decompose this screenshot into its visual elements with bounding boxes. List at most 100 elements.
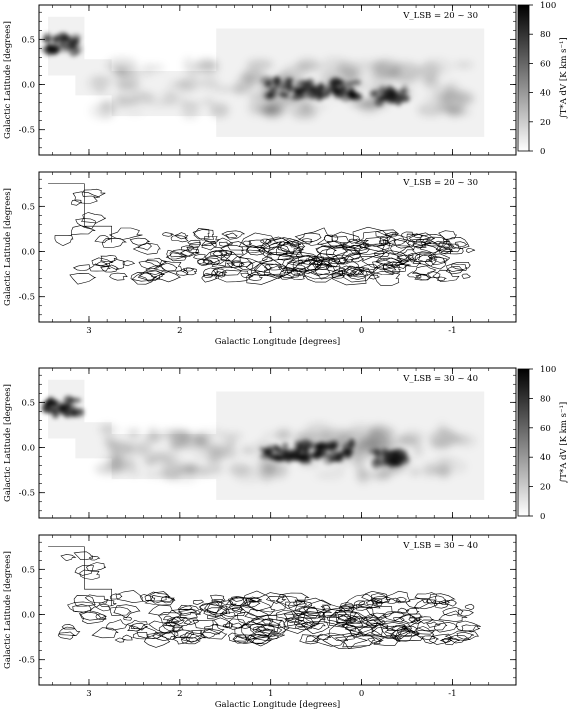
contour <box>348 266 373 278</box>
contour <box>295 251 318 263</box>
colorbar-tick-label: 40 <box>540 453 551 463</box>
coverage-edge <box>48 546 112 606</box>
contour-lines <box>48 546 481 650</box>
contour <box>395 630 425 642</box>
contour <box>254 263 296 277</box>
contour <box>94 235 111 243</box>
contour <box>415 274 432 281</box>
x-tick-label: 2 <box>177 689 182 699</box>
contour <box>220 252 241 262</box>
contour <box>440 248 454 255</box>
contour <box>193 253 206 260</box>
contour <box>342 633 376 648</box>
contour <box>115 590 143 604</box>
contour <box>181 267 197 276</box>
contour <box>152 271 182 283</box>
contour <box>95 603 111 612</box>
contour <box>171 627 184 633</box>
contour <box>316 245 349 259</box>
contour <box>85 562 107 572</box>
contour <box>419 616 435 624</box>
contour <box>178 605 203 615</box>
plot-area <box>41 379 485 500</box>
contour <box>145 257 167 267</box>
plot-area <box>48 546 481 650</box>
contour <box>217 269 253 283</box>
contour <box>95 261 108 266</box>
contour <box>105 619 128 631</box>
contour <box>72 264 92 271</box>
contour <box>163 615 176 622</box>
contour <box>298 605 332 619</box>
contour <box>457 609 474 617</box>
contour <box>228 597 248 606</box>
colorbar-tick-label: 0 <box>540 512 545 522</box>
contour <box>306 258 345 276</box>
contour <box>113 604 141 619</box>
contour <box>322 609 356 627</box>
x-tick-label: 2 <box>177 326 182 336</box>
contour <box>362 614 386 629</box>
contour <box>264 263 282 271</box>
contour <box>185 632 207 643</box>
y-tick-label: 0.5 <box>21 35 35 45</box>
contour <box>292 259 323 271</box>
contour <box>69 272 97 285</box>
contour <box>261 618 274 625</box>
contour <box>358 599 375 608</box>
contour <box>275 595 305 609</box>
panel-4: 0.5 0.0 -0.5 3 2 1 0 -1 V_LSB = 30 ~ 40 Galactic … <box>3 534 517 710</box>
contour <box>75 218 97 230</box>
contour <box>396 254 407 260</box>
colorbar-tick-label: 100 <box>540 1 556 11</box>
contour <box>180 245 195 251</box>
x-tick-label: 1 <box>268 689 273 699</box>
colorbar-tick-label: 100 <box>540 365 556 375</box>
contour <box>268 634 279 640</box>
y-axis-label: Galactic Latitude [degrees] <box>3 384 13 502</box>
contour <box>95 613 107 621</box>
contour <box>203 267 219 277</box>
contour <box>406 233 431 243</box>
contour <box>231 607 245 613</box>
contour <box>365 618 383 626</box>
contour <box>79 611 106 625</box>
contour <box>322 633 368 649</box>
contour <box>417 254 433 262</box>
contour <box>334 632 382 650</box>
contour <box>258 237 301 256</box>
contour <box>331 273 346 279</box>
contour <box>461 273 471 279</box>
contour <box>138 270 163 282</box>
contour <box>67 601 97 613</box>
contour <box>143 634 171 648</box>
velocity-annotation: V_LSB = 20 ~ 30 <box>402 11 478 21</box>
contour <box>162 621 184 632</box>
contour <box>327 257 347 265</box>
contour <box>177 604 193 611</box>
contour <box>70 225 96 236</box>
contour <box>89 263 111 272</box>
contour <box>445 266 464 275</box>
contour <box>84 594 109 604</box>
contour <box>183 267 195 272</box>
colorbar-tick-label: 60 <box>540 424 551 434</box>
contour <box>441 637 461 646</box>
contour <box>212 250 227 259</box>
contour <box>330 610 348 618</box>
contour <box>240 272 254 279</box>
x-tick-label: 0 <box>359 689 364 699</box>
contour <box>200 240 217 247</box>
contour <box>391 261 411 269</box>
contour <box>130 272 155 285</box>
x-tick-label: 0 <box>359 326 364 336</box>
contour <box>59 626 81 636</box>
contour <box>455 620 481 632</box>
contour <box>81 212 106 224</box>
colorbar-tick-label: 80 <box>540 30 551 40</box>
contour <box>417 619 448 631</box>
contour <box>162 232 174 237</box>
y-tick-label: 0.0 <box>21 81 35 91</box>
contour <box>201 274 219 283</box>
contour <box>210 250 224 257</box>
